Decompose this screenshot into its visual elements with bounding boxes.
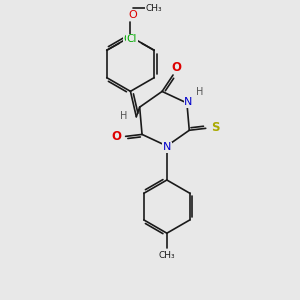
Text: CH₃: CH₃ (158, 251, 175, 260)
Text: Cl: Cl (127, 34, 137, 44)
Text: H: H (120, 111, 127, 121)
Text: S: S (212, 122, 220, 134)
Text: O: O (112, 130, 122, 143)
Text: N: N (163, 142, 171, 152)
Text: CH₃: CH₃ (146, 4, 162, 13)
Text: Cl: Cl (124, 34, 134, 44)
Text: O: O (128, 10, 137, 20)
Text: H: H (196, 87, 203, 97)
Text: N: N (184, 97, 193, 107)
Text: O: O (171, 61, 181, 74)
